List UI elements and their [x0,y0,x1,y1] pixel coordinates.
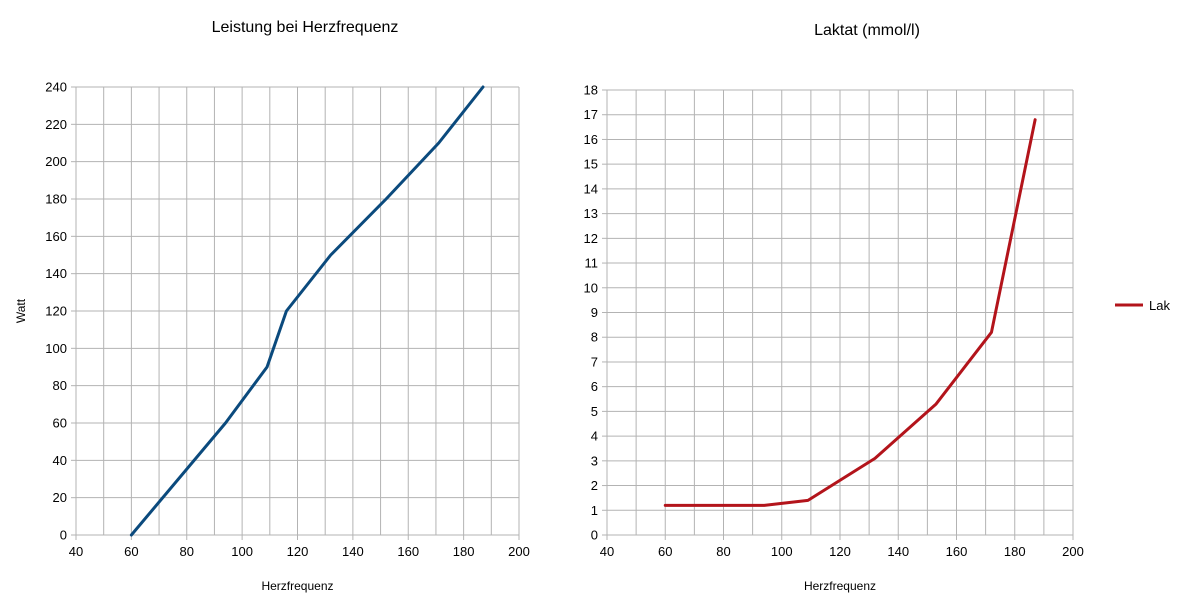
y-tick-label: 1 [591,503,598,518]
x-tick-label: 60 [124,544,138,559]
y-tick-label: 15 [584,157,598,172]
y-tick-label: 2 [591,478,598,493]
x-tick-label: 180 [453,544,475,559]
y-tick-label: 16 [584,132,598,147]
x-tick-label: 160 [397,544,419,559]
chart-leistung: 40 60 80 100 120 140 160 180 200 0 20 40 60 80 100 120 1… [14,19,530,593]
y-axis-label: Watt [14,298,28,323]
x-tick-label: 200 [1062,544,1084,559]
chart-title: Laktat (mmol/l) [814,22,920,39]
x-tick-label: 40 [600,544,614,559]
y-tick-label: 18 [584,83,598,98]
x-tick-label: 140 [342,544,364,559]
y-tick-label: 140 [45,266,67,281]
y-tick-label: 20 [53,490,67,505]
y-tick-label: 9 [591,305,598,320]
y-tick-label: 12 [584,231,598,246]
x-axis-label: Herzfrequenz [261,579,333,593]
y-tick-label: 200 [45,154,67,169]
y-tick-label: 10 [584,280,598,295]
x-tick-label: 100 [231,544,253,559]
y-tick-label: 3 [591,453,598,468]
y-tick-label: 5 [591,404,598,419]
chart-laktat: 40 60 80 100 120 140 160 180 2000123456789101112… [584,22,1171,593]
x-tick-label: 120 [287,544,309,559]
y-tick-label: 6 [591,379,598,394]
x-tick-label: 200 [508,544,530,559]
y-tick-label: 7 [591,354,598,369]
y-tick-label: 0 [60,528,67,543]
y-tick-label: 120 [45,304,67,319]
y-tick-label: 160 [45,229,67,244]
x-tick-label: 140 [887,544,909,559]
x-tick-label: 80 [716,544,730,559]
y-tick-label: 17 [584,107,598,122]
y-tick-label: 0 [591,528,598,543]
y-tick-label: 80 [53,378,67,393]
y-tick-label: 180 [45,192,67,207]
y-tick-label: 14 [584,181,598,196]
y-tick-label: 240 [45,80,67,95]
y-tick-label: 220 [45,117,67,132]
legend-label: Lak [1149,298,1170,313]
y-tick-label: 40 [53,453,67,468]
y-tick-label: 11 [585,256,599,271]
x-axis-label: Herzfrequenz [804,579,876,593]
y-tick-label: 13 [584,206,598,221]
y-tick-label: 60 [53,416,67,431]
chart-title: Leistung bei Herzfrequenz [212,19,399,36]
y-tick-label: 100 [45,341,67,356]
x-tick-label: 100 [771,544,793,559]
x-tick-label: 120 [829,544,851,559]
x-tick-label: 60 [658,544,672,559]
y-tick-label: 8 [591,330,598,345]
x-tick-label: 180 [1004,544,1026,559]
x-tick-label: 40 [69,544,83,559]
series-line [129,85,485,537]
x-tick-label: 80 [180,544,194,559]
x-tick-label: 160 [946,544,968,559]
y-tick-label: 4 [591,429,598,444]
